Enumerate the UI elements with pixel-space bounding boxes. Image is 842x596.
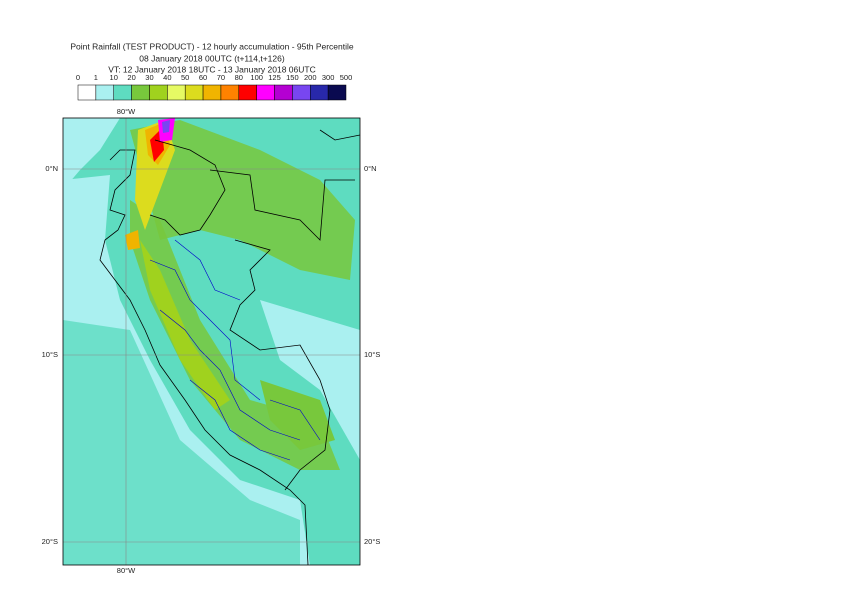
legend-swatch bbox=[202, 84, 222, 101]
legend: 0 1 10 20 30 40 50 60 70 80 100 125 150 200 300 500 bbox=[76, 73, 353, 101]
lat-label: 10°S bbox=[364, 350, 380, 359]
legend-swatch bbox=[220, 84, 240, 101]
legend-tick-label: 80 bbox=[235, 73, 243, 82]
legend-tick-label: 125 bbox=[268, 73, 281, 82]
lat-label: 0°N bbox=[364, 164, 377, 173]
legend-swatch bbox=[77, 84, 97, 101]
lon-label: 80°W bbox=[117, 566, 136, 575]
legend-swatch bbox=[184, 84, 204, 101]
legend-swatch bbox=[131, 84, 150, 101]
coastline bbox=[99, 129, 361, 566]
legend-tick-label: 40 bbox=[163, 73, 171, 82]
legend-tick-label: 100 bbox=[250, 73, 263, 82]
legend-tick-label: 50 bbox=[181, 73, 189, 82]
region-borders bbox=[149, 239, 321, 461]
lat-label: 20°S bbox=[364, 537, 380, 546]
title-line: 08 January 2018 00UTC (t+114,t+126) bbox=[139, 53, 285, 63]
legend-tick-label: 1 bbox=[94, 73, 98, 82]
legend-swatch bbox=[256, 84, 275, 101]
lat-label: 10°S bbox=[42, 350, 58, 359]
lon-label: 80°W bbox=[117, 107, 136, 116]
legend-tick-label: 0 bbox=[76, 73, 80, 82]
legend-swatch bbox=[238, 84, 257, 101]
legend-swatch bbox=[292, 84, 311, 101]
legend-tick-label: 300 bbox=[322, 73, 335, 82]
lat-label: 0°N bbox=[45, 164, 58, 173]
rainfall-field bbox=[63, 118, 360, 565]
title-line: VT: 12 January 2018 18UTC - 13 January 2… bbox=[108, 64, 315, 74]
legend-swatch bbox=[327, 84, 347, 101]
legend-swatch bbox=[149, 84, 168, 101]
legend-tick-label: 20 bbox=[127, 73, 135, 82]
legend-swatch bbox=[95, 84, 114, 101]
legend-tick-label: 500 bbox=[340, 73, 353, 82]
legend-tick-label: 200 bbox=[304, 73, 317, 82]
map-frame bbox=[62, 117, 361, 566]
legend-swatch bbox=[310, 84, 329, 101]
legend-tick-label: 30 bbox=[145, 73, 153, 82]
legend-swatch bbox=[113, 84, 132, 101]
legend-tick-label: 60 bbox=[199, 73, 207, 82]
legend-tick-label: 10 bbox=[110, 73, 118, 82]
lat-label: 20°S bbox=[42, 537, 58, 546]
legend-tick-label: 150 bbox=[286, 73, 299, 82]
legend-swatch bbox=[274, 84, 293, 101]
graticule bbox=[63, 118, 360, 565]
title-line: Point Rainfall (TEST PRODUCT) - 12 hourl… bbox=[70, 41, 354, 51]
legend-tick-label: 70 bbox=[217, 73, 225, 82]
legend-swatch bbox=[167, 84, 186, 101]
